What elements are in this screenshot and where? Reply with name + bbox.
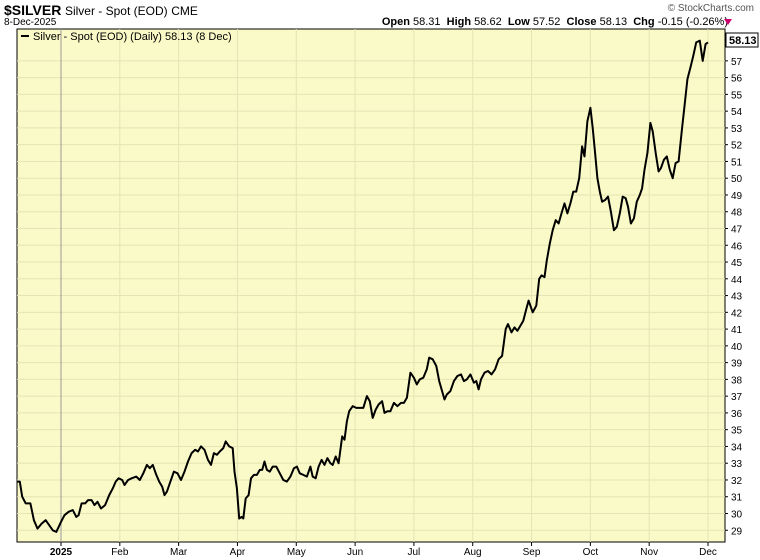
y-tick-label: 39 [731,359,743,370]
x-tick-label: Oct [583,547,599,558]
brand-watermark: © StockCharts.com [667,3,754,14]
y-tick-label: 50 [731,174,743,185]
x-axis: 2025 Feb Mar Apr May Jun Jul Aug Sep Oct Nov Dec [50,542,717,558]
x-tick-label: Aug [464,547,482,558]
ohlc-readout: Open 58.31 High 58.62 Low 57.52 Close 58… [382,16,728,28]
series-line [16,39,709,533]
y-tick-label: 37 [731,392,743,403]
x-tick-label: Dec [699,547,717,558]
y-tick-label: 57 [731,57,743,68]
y-tick-label: 34 [731,442,743,453]
symbol: $SILVER [4,2,62,18]
chg-label: Chg [633,16,655,28]
y-tick-label: 36 [731,409,743,420]
y-tick-label: 49 [731,191,743,202]
x-tick-label: Nov [640,547,658,558]
y-tick-label: 42 [731,308,743,319]
y-tick-label: 46 [731,241,743,252]
y-tick-label: 35 [731,426,743,437]
low-value: 57.52 [532,16,561,28]
low-label: Low [507,16,530,28]
y-tick-label: 43 [731,292,743,303]
exchange: CME [171,4,198,18]
y-tick-label: 52 [731,141,743,152]
high-label: High [446,16,472,28]
y-tick-label: 29 [731,526,743,537]
date-label: 8-Dec-2025 [4,17,57,28]
legend: Silver - Spot (EOD) (Daily) 58.13 (8 Dec… [21,31,232,43]
x-tick-label: Jul [408,547,421,558]
chart-header: $SILVER Silver - Spot (EOD) CME 8-Dec-20… [0,0,760,30]
close-value: 58.13 [599,16,628,28]
y-tick-label: 32 [731,476,743,487]
y-tick-label: 53 [731,124,743,135]
x-tick-label: Jun [347,547,363,558]
last-value-tag: 58.13 [725,32,759,48]
y-tick-label: 45 [731,258,743,269]
x-tick-label: Sep [523,547,541,558]
high-value: 58.62 [474,16,502,28]
x-tick-label: Apr [230,547,246,558]
legend-text: Silver - Spot (EOD) (Daily) 58.13 (8 Dec… [33,31,232,43]
y-tick-label: 47 [731,225,743,236]
y-tick-label: 48 [731,208,743,219]
y-tick-label: 38 [731,375,743,386]
y-tick-label: 54 [731,107,743,118]
y-tick-label: 31 [731,493,743,504]
gridlines [17,29,725,542]
y-tick-label: 41 [731,325,743,336]
y-tick-label: 30 [731,510,743,521]
y-axis: 29 30 31 32 33 34 35 36 37 38 39 40 41 42 43 44 45 46 47 48… [725,57,743,537]
last-value-text: 58.13 [729,35,757,47]
y-tick-label: 56 [731,74,743,85]
last-value-box [725,32,759,48]
symbol-title: $SILVER Silver - Spot (EOD) CME [4,2,198,18]
down-arrow-icon [724,19,732,25]
y-tick-label: 51 [731,157,743,168]
close-label: Close [566,16,597,28]
y-tick-label: 40 [731,342,743,353]
chg-value: -0.15 (-0.26%) [657,16,728,28]
y-tick-label: 55 [731,90,743,101]
y-tick-label: 44 [731,275,743,286]
x-tick-label: Feb [111,547,129,558]
x-tick-label: 2025 [50,547,73,558]
y-tick-label: 33 [731,459,743,470]
x-tick-label: May [287,547,306,558]
open-value: 58.31 [413,16,441,28]
plot-area [16,28,726,543]
x-tick-label: Mar [170,547,188,558]
open-label: Open [381,16,410,28]
instrument-name: Silver - Spot (EOD) [64,4,168,18]
